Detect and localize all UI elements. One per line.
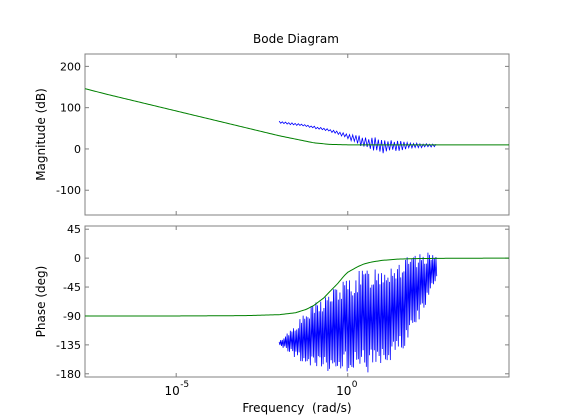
phase-blue-series xyxy=(278,252,438,373)
magnitude-ylabel: Magnitude (dB) xyxy=(34,88,48,181)
chart-title: Bode Diagram xyxy=(253,32,339,46)
y-tick-label: -100 xyxy=(56,184,81,197)
y-tick-label: 0 xyxy=(74,143,81,156)
x-tick-label-exponent: -5 xyxy=(180,380,189,390)
phase-ylabel: Phase (deg) xyxy=(34,266,48,338)
y-tick-label: 0 xyxy=(74,252,81,265)
y-tick-label: -180 xyxy=(56,368,81,381)
magnitude-ticks: 200 100 0 -100 xyxy=(56,54,509,215)
phase-plot: 45 0 -45 -90 -135 -180 Phase (deg) xyxy=(34,223,510,381)
x-tick-label-exponent: 0 xyxy=(352,380,358,390)
x-axis-label: Frequency (rad/s) xyxy=(242,401,351,415)
y-tick-label: 200 xyxy=(60,60,81,73)
blue-series-line xyxy=(278,252,438,373)
magnitude-plot: 200 100 0 -100 Magnitude (dB) xyxy=(34,53,510,216)
y-tick-label: 100 xyxy=(60,102,81,115)
x-tick-labels: 10 -5 10 0 xyxy=(165,380,358,398)
y-tick-label: -90 xyxy=(63,310,81,323)
y-tick-label: -135 xyxy=(56,339,81,352)
y-tick-label: -45 xyxy=(63,281,81,294)
phase-green-series xyxy=(85,257,509,317)
x-tick-label: 10 xyxy=(165,384,180,398)
magnitude-green-series xyxy=(84,88,509,146)
magnitude-axes-box xyxy=(84,53,510,216)
y-tick-label: 45 xyxy=(67,223,81,236)
phase-axes-box xyxy=(84,225,510,378)
phase-ticks: 45 0 -45 -90 -135 -180 xyxy=(56,223,509,381)
x-tick-label: 10 xyxy=(336,384,351,398)
